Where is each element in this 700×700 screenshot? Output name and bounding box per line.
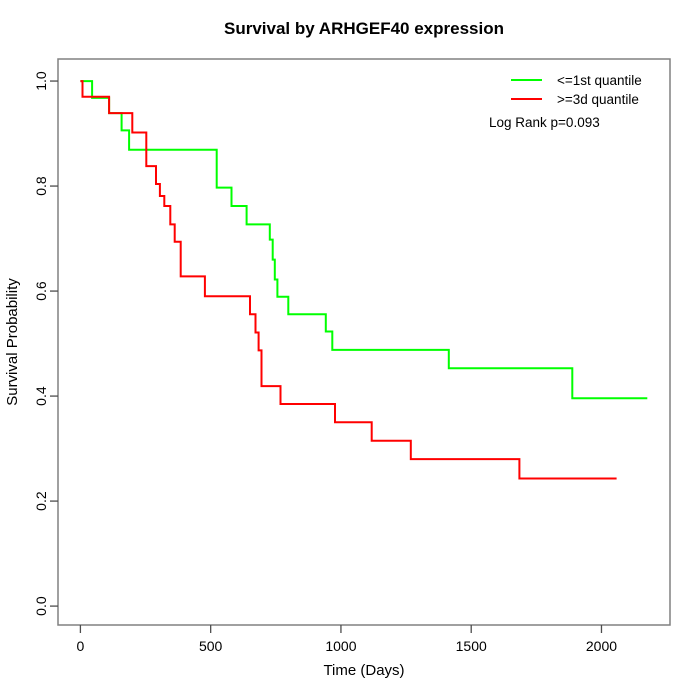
km-curve-3rd-quantile — [80, 80, 617, 480]
y-tick-label: 0.8 — [33, 176, 49, 196]
x-tick-label: 500 — [199, 638, 223, 654]
y-tick-label: 0.6 — [33, 281, 49, 301]
y-tick-label: 1.0 — [33, 71, 49, 91]
legend: <=1st quantile >=3d quantile Log Rank p=… — [489, 73, 642, 130]
chart-title: Survival by ARHGEF40 expression — [224, 19, 504, 38]
km-curve-1st-quantile — [80, 80, 648, 400]
curves-layer — [80, 80, 648, 480]
y-tick-label: 0.0 — [33, 596, 49, 616]
legend-label-red: >=3d quantile — [557, 92, 639, 107]
x-tick-label: 0 — [77, 638, 85, 654]
y-tick-label: 0.4 — [33, 386, 49, 406]
plot-box — [57, 58, 671, 626]
x-tick-label: 1500 — [456, 638, 487, 654]
x-axis-label: Time (Days) — [323, 662, 404, 679]
axes-layer: 0 500 1000 1500 2000 0.0 0.2 0.4 0.6 0.8 1.0 — [33, 71, 617, 654]
y-tick-label: 0.2 — [33, 491, 49, 511]
x-tick-label: 2000 — [586, 638, 617, 654]
log-rank-annotation: Log Rank p=0.093 — [489, 115, 600, 130]
x-tick-label: 1000 — [325, 638, 356, 654]
y-axis-label: Survival Probability — [4, 278, 21, 406]
legend-label-green: <=1st quantile — [557, 73, 642, 88]
